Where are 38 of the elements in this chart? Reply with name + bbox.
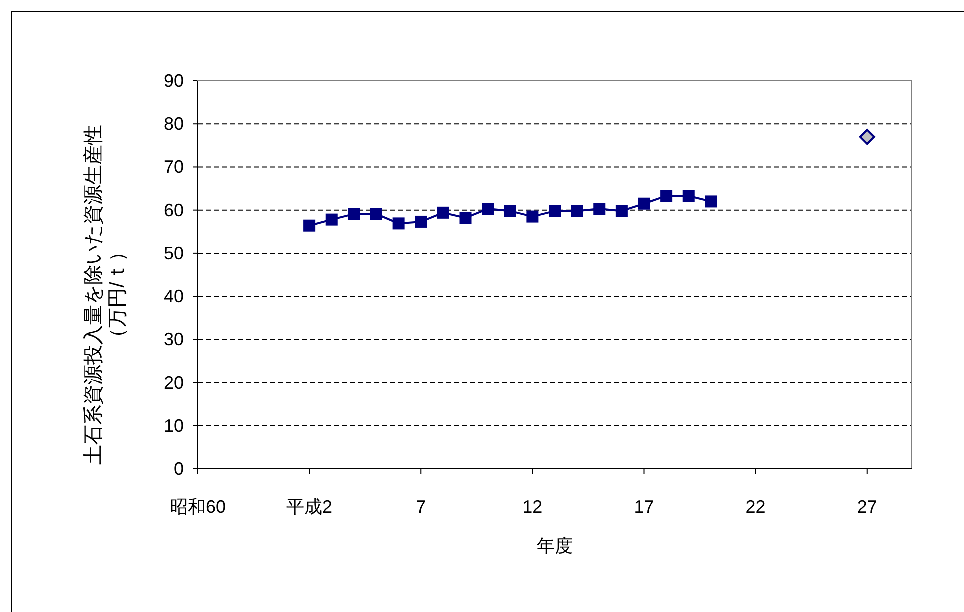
y-tick-label: 20 xyxy=(164,372,184,393)
x-tick-label: 17 xyxy=(634,497,654,517)
x-tick-label: 平成2 xyxy=(286,497,333,517)
y-tick-label: 90 xyxy=(164,71,184,91)
point xyxy=(415,216,428,228)
point xyxy=(326,214,338,226)
point xyxy=(660,190,673,202)
point xyxy=(638,198,650,210)
point xyxy=(682,190,695,202)
point xyxy=(437,206,450,219)
y-tick-label: 30 xyxy=(164,330,184,350)
y-tick-label: 0 xyxy=(174,459,184,479)
y-tick-label: 10 xyxy=(164,416,184,436)
x-tick-label: 12 xyxy=(522,497,543,517)
point xyxy=(571,205,584,218)
x-tick-label: 昭和60 xyxy=(170,497,226,517)
point xyxy=(370,208,382,220)
point xyxy=(549,205,561,218)
x-axis-title: 年度 xyxy=(537,536,573,556)
x-tick-label: 7 xyxy=(416,497,426,517)
point xyxy=(460,212,472,224)
point xyxy=(348,208,360,220)
point xyxy=(392,218,405,230)
point xyxy=(616,205,628,218)
y-tick-label: 50 xyxy=(164,243,184,264)
y-tick-label: 70 xyxy=(164,157,184,178)
point xyxy=(526,210,539,223)
y-tick-label: 60 xyxy=(164,200,184,220)
point xyxy=(504,205,516,218)
point xyxy=(482,203,494,216)
point xyxy=(705,196,718,208)
point xyxy=(304,220,316,232)
x-tick-label: 22 xyxy=(746,497,766,517)
y-axis-title: 土石系資源投入量を除いた資源生産性（万円/ｔ） xyxy=(83,125,129,465)
point xyxy=(594,203,606,216)
y-tick-label: 80 xyxy=(164,114,184,134)
y-tick-label: 40 xyxy=(164,286,184,307)
x-tick-label: 27 xyxy=(857,497,878,517)
